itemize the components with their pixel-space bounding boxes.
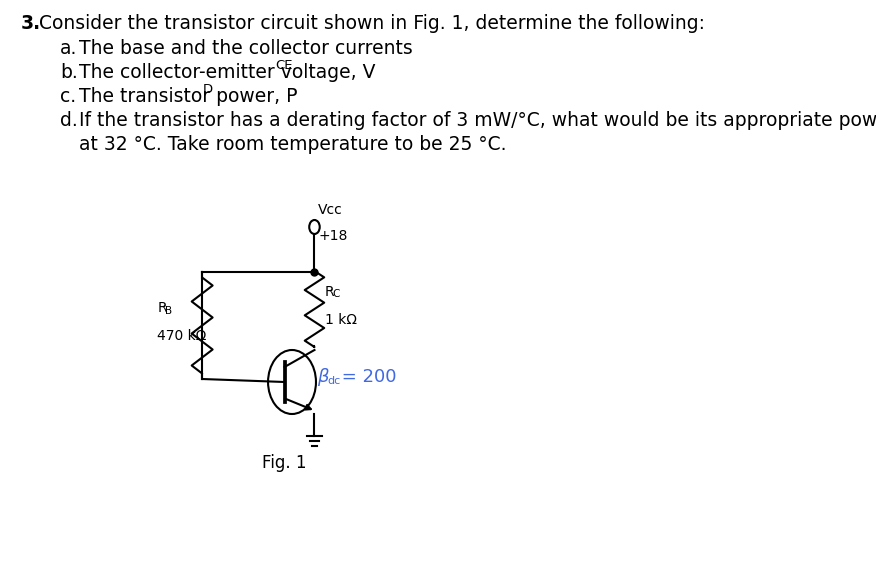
Text: The base and the collector currents: The base and the collector currents	[79, 39, 413, 58]
Text: 3.: 3.	[21, 14, 41, 33]
Text: 470 kΩ: 470 kΩ	[157, 329, 207, 344]
Text: a.: a.	[60, 39, 77, 58]
Text: R: R	[157, 302, 166, 315]
Text: d.: d.	[60, 111, 78, 130]
Text: C: C	[333, 289, 340, 299]
Text: B: B	[165, 306, 172, 315]
Text: +18: +18	[318, 229, 348, 243]
Text: c.: c.	[60, 87, 76, 106]
Text: b.: b.	[60, 63, 78, 82]
Text: The transistor power, P: The transistor power, P	[79, 87, 297, 106]
Text: 1 kΩ: 1 kΩ	[325, 313, 357, 327]
Text: = 200: = 200	[336, 368, 397, 386]
Text: Fig. 1: Fig. 1	[262, 454, 307, 472]
Text: CE.: CE.	[275, 59, 296, 72]
Text: R: R	[325, 285, 335, 299]
Text: The collector-emitter voltage, V: The collector-emitter voltage, V	[79, 63, 375, 82]
Text: D: D	[203, 83, 213, 96]
Text: dc: dc	[328, 376, 341, 386]
Text: If the transistor has a derating factor of 3 mW/°C, what would be its appropriat: If the transistor has a derating factor …	[79, 111, 876, 130]
Text: at 32 °C. Take room temperature to be 25 °C.: at 32 °C. Take room temperature to be 25…	[79, 135, 506, 154]
Text: Vcc: Vcc	[318, 203, 343, 217]
Text: β: β	[317, 368, 329, 386]
Text: Consider the transistor circuit shown in Fig. 1, determine the following:: Consider the transistor circuit shown in…	[39, 14, 705, 33]
